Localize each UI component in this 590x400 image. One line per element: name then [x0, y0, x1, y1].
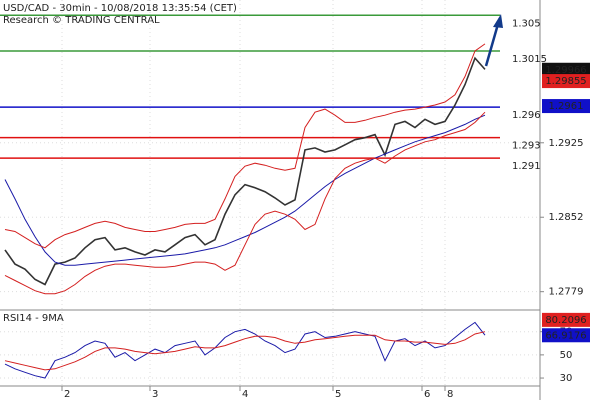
- price-tag-label: 1.2961: [549, 101, 584, 112]
- price-tag: [542, 99, 590, 114]
- chart-title: USD/CAD - 30min - 10/08/2018 13:35:54 (C…: [3, 3, 237, 14]
- level-label: 1.296: [512, 110, 541, 121]
- level-label: 1.305: [512, 18, 541, 29]
- price-tag: [542, 328, 590, 343]
- price-tag-label: 66.9176: [545, 330, 586, 341]
- level-label: 1.3015: [512, 54, 547, 65]
- series-line: [4, 331, 486, 371]
- series-line: [4, 111, 486, 295]
- series-line: [4, 43, 486, 249]
- chart-subtitle: Research © TRADING CENTRAL: [3, 15, 160, 26]
- y-tick-label: 30: [560, 373, 573, 384]
- arrow-head: [493, 14, 503, 28]
- x-tick-label: 6: [424, 389, 430, 400]
- arrow-shaft: [484, 23, 500, 67]
- x-tick-label: 2: [64, 389, 70, 400]
- series-line: [4, 56, 486, 286]
- price-tag: [542, 74, 590, 89]
- price-tag-label: 80.2096: [545, 315, 586, 326]
- price-tag: [542, 312, 590, 327]
- price-tag-label: 1.29966: [545, 65, 586, 76]
- y-tick-label: 1.2925: [549, 138, 584, 149]
- level-label: 1.291: [512, 161, 541, 172]
- price-tag: [542, 62, 590, 77]
- y-tick-label: 1.2852: [549, 212, 584, 223]
- x-tick-label: 4: [242, 389, 248, 400]
- y-tick-label: 50: [560, 350, 573, 361]
- level-label: 1.293: [512, 141, 541, 152]
- forecast-arrow: [484, 14, 503, 67]
- y-tick-label: 1.2779: [549, 287, 584, 298]
- x-tick-label: 5: [335, 389, 341, 400]
- rsi-title: RSI14 - 9MA: [3, 313, 64, 324]
- series-line: [4, 321, 486, 379]
- price-tag-label: 1.29855: [545, 76, 586, 87]
- x-tick-label: 8: [447, 389, 453, 400]
- x-tick-label: 3: [152, 389, 158, 400]
- series-line: [4, 114, 486, 266]
